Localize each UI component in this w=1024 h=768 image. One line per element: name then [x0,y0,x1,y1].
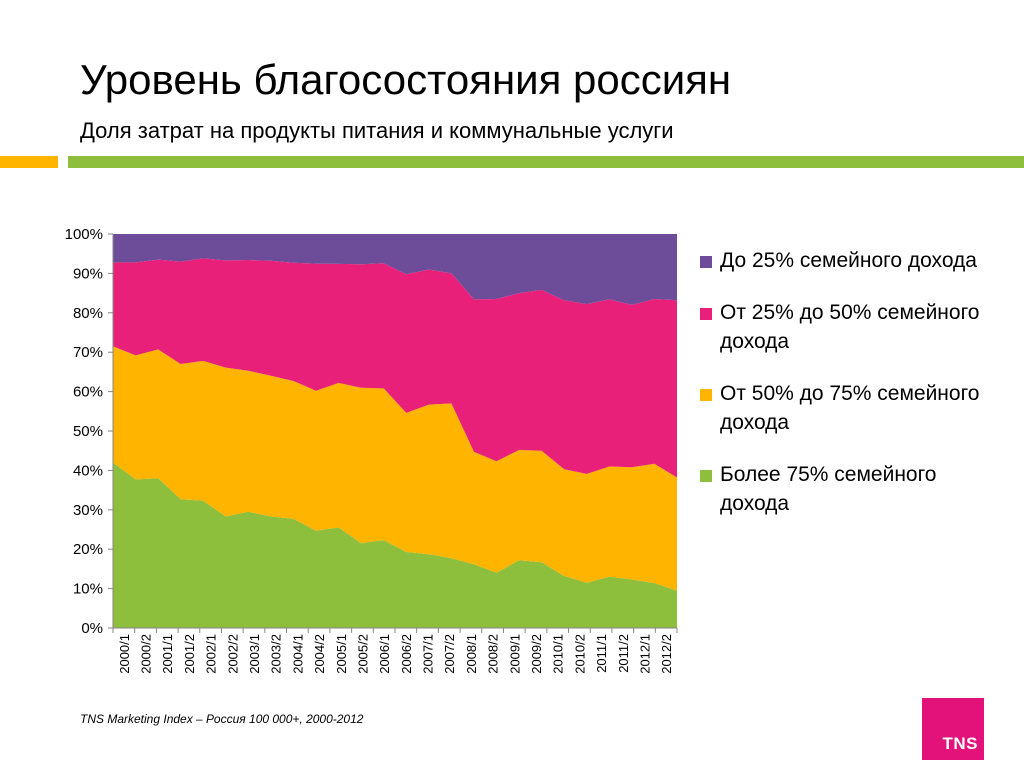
tns-logo-text: TNS [942,734,978,753]
area-series-2 [113,258,677,478]
y-tick-label: 20% [73,541,103,558]
y-tick-label: 30% [73,502,103,519]
x-tick-label: 2001/1 [160,634,175,674]
legend-label: От 25% до 50% семейного дохода [720,301,980,353]
legend-item: От 50% до 75% семейного дохода [700,379,1000,437]
x-tick-label: 2000/1 [117,634,132,674]
legend-swatch [700,470,712,482]
x-tick-label: 2012/2 [659,634,674,674]
legend-swatch [700,308,712,320]
legend-item: До 25% семейного дохода [700,246,1000,275]
area-series-0 [113,462,677,628]
x-tick-label: 2007/1 [421,634,436,674]
x-tick-label: 2010/1 [551,634,566,674]
x-tick-label: 2004/1 [290,634,305,674]
y-tick-label: 40% [73,462,103,479]
legend-item: От 25% до 50% семейного дохода [700,298,1000,356]
x-tick-label: 2003/1 [247,634,262,674]
x-tick-label: 2010/2 [572,634,587,674]
x-tick-label: 2007/2 [442,634,457,674]
x-tick-label: 2000/2 [139,634,154,674]
y-tick-label: 70% [73,344,103,361]
legend-label: От 50% до 75% семейного дохода [720,382,980,434]
y-tick-label: 100% [65,226,103,243]
chart-legend: До 25% семейного дохода От 25% до 50% сем… [700,246,1000,541]
area-series-1 [113,346,677,591]
x-tick-label: 2002/2 [225,634,240,674]
x-tick-label: 2009/2 [529,634,544,674]
y-tick-label: 80% [73,305,103,322]
y-tick-label: 90% [73,265,103,282]
legend-swatch [700,256,712,268]
x-tick-label: 2011/2 [616,634,631,673]
x-tick-label: 2001/2 [182,634,197,674]
legend-item: Более 75% семейного дохода [700,460,1000,518]
legend-label: Более 75% семейного дохода [720,463,937,515]
accent-stripe-green [68,156,1024,168]
x-tick-label: 2006/2 [399,634,414,674]
x-tick-label: 2008/1 [464,634,479,674]
y-tick-label: 60% [73,384,103,401]
x-tick-label: 2011/1 [594,634,609,673]
area-series-3 [113,234,677,305]
legend-label: До 25% семейного дохода [720,249,977,272]
page-title: Уровень благосостояния россиян [80,56,732,103]
source-note: TNS Marketing Index – Россия 100 000+, 2… [80,712,364,726]
x-tick-label: 2009/1 [507,634,522,674]
x-tick-label: 2004/2 [312,634,327,674]
x-tick-label: 2008/2 [486,634,501,674]
y-tick-label: 50% [73,423,103,440]
x-tick-label: 2005/2 [355,634,370,674]
y-tick-label: 10% [73,581,103,598]
x-tick-label: 2012/1 [637,634,652,674]
x-tick-label: 2002/1 [204,634,219,674]
x-tick-label: 2003/2 [269,634,284,674]
x-tick-label: 2006/1 [377,634,392,674]
y-tick-label: 0% [81,620,103,637]
legend-swatch [700,389,712,401]
x-tick-label: 2005/1 [334,634,349,674]
page-subtitle: Доля затрат на продукты питания и коммун… [80,118,674,143]
accent-stripe-orange [0,156,58,168]
tns-logo: TNS [922,698,984,760]
